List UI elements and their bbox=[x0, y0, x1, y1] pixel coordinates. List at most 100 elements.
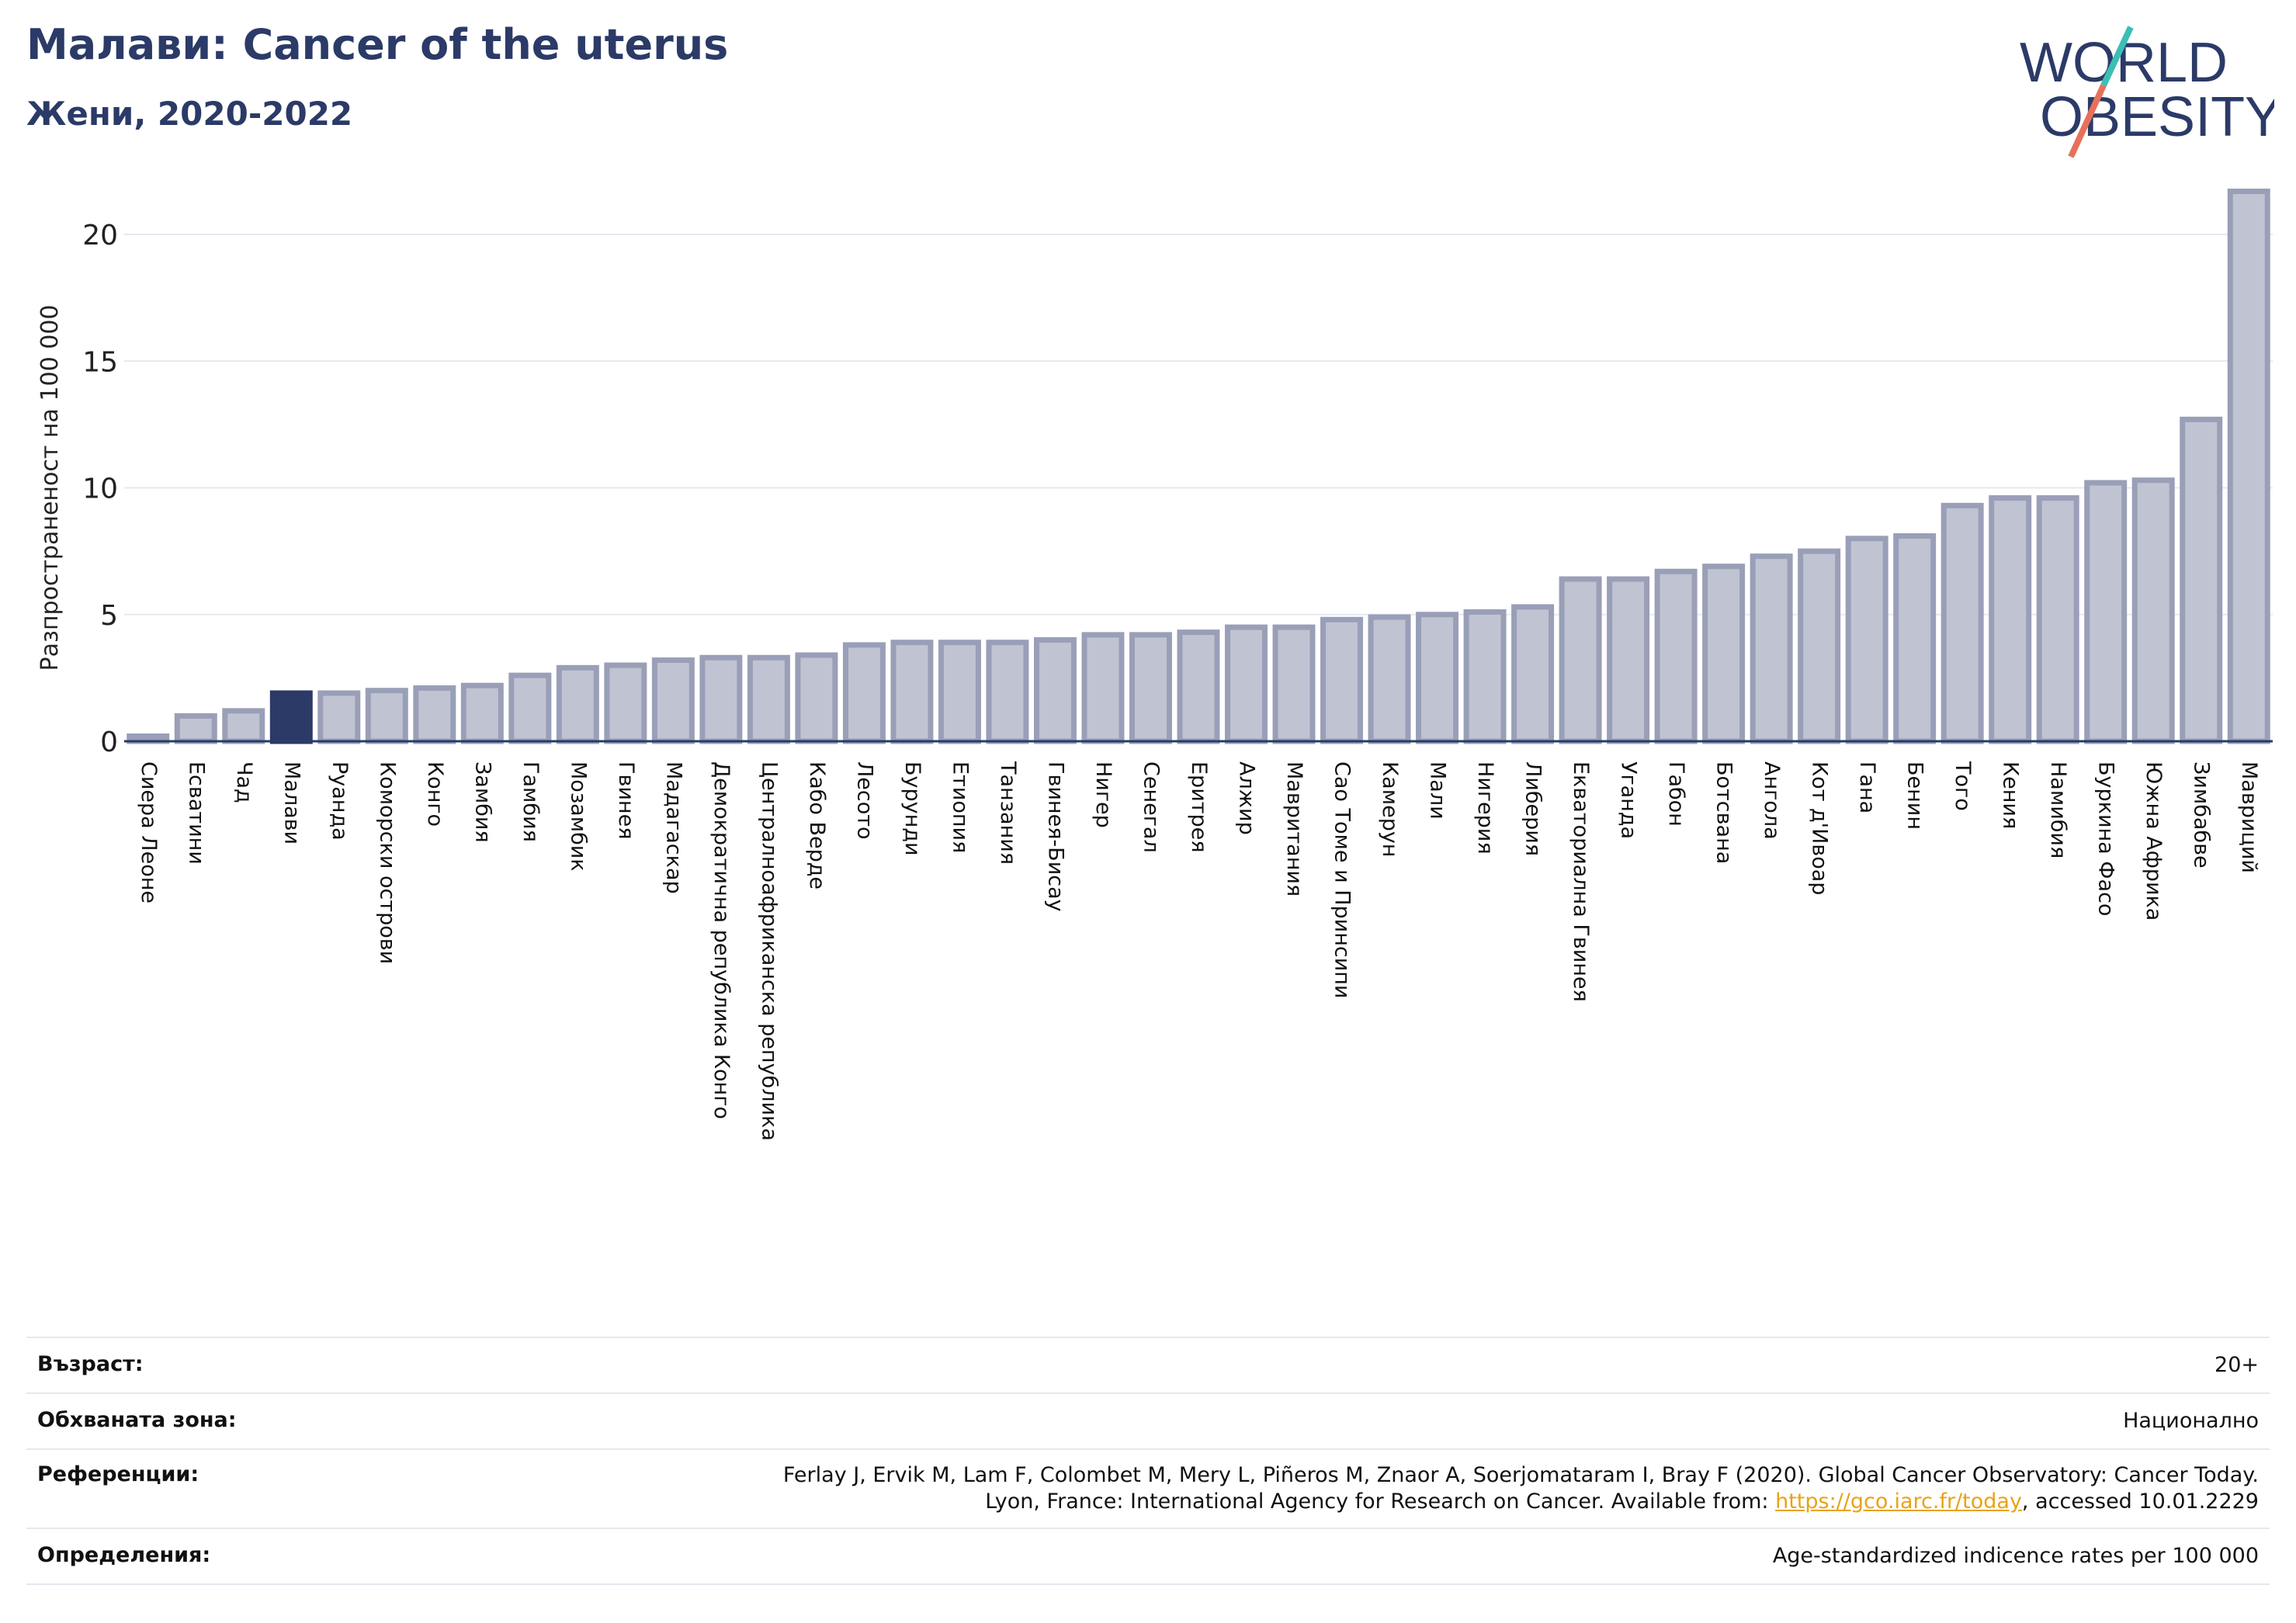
info-row-coverage: Обхваната зона: Национално bbox=[26, 1392, 2270, 1448]
bar-38 bbox=[1941, 502, 1984, 744]
x-tick-label: Сенегал bbox=[1139, 761, 1163, 853]
x-tick-label: Того bbox=[1951, 761, 1975, 811]
references-line-1: Ferlay J, Ervik M, Lam F, Colombet M, Me… bbox=[782, 1463, 2259, 1487]
bar-17 bbox=[938, 640, 981, 744]
y-axis-label: Разпространеност на 100 000 bbox=[36, 305, 64, 671]
bar-42 bbox=[2131, 477, 2175, 744]
coverage-value: Национално bbox=[2123, 1409, 2259, 1433]
references-link[interactable]: https://gco.iarc.fr/today bbox=[1775, 1489, 2022, 1514]
bar-20 bbox=[1081, 632, 1125, 744]
x-tick-label: Сиера Леоне bbox=[137, 761, 161, 903]
x-tick-label: Есватини bbox=[184, 761, 208, 865]
references-label: Референции: bbox=[37, 1462, 199, 1486]
bar-13 bbox=[747, 654, 790, 744]
chart-title: Малави: Cancer of the uterus bbox=[26, 20, 729, 69]
bar-39 bbox=[1989, 495, 2032, 744]
x-tick-label: Гамбия bbox=[519, 761, 543, 842]
bar-35 bbox=[1798, 548, 1841, 744]
x-tick-label: Алжир bbox=[1235, 761, 1259, 835]
x-tick-label: Либерия bbox=[1521, 761, 1545, 856]
bar-36 bbox=[1845, 536, 1888, 744]
bar-37 bbox=[1893, 533, 1937, 744]
y-tick-label: 0 bbox=[100, 727, 118, 758]
bar-1 bbox=[174, 713, 217, 744]
x-tick-label: Централноафриканска република bbox=[757, 761, 781, 1141]
x-tick-label: Мавриций bbox=[2237, 761, 2261, 873]
x-tick-label: Камерун bbox=[1378, 761, 1402, 857]
definitions-label: Определения: bbox=[37, 1543, 211, 1567]
x-tick-label: Екваториална Гвинея bbox=[1569, 761, 1593, 1002]
bar-14 bbox=[795, 652, 838, 744]
bar-6 bbox=[413, 685, 456, 744]
x-tick-label: Габон bbox=[1664, 761, 1688, 827]
x-tick-label: Мали bbox=[1426, 761, 1450, 820]
references-line-2: Lyon, France: International Agency for R… bbox=[783, 1489, 2259, 1515]
bar-27 bbox=[1416, 612, 1459, 744]
age-value: 20+ bbox=[2214, 1353, 2259, 1377]
bar-11 bbox=[651, 657, 695, 744]
x-tick-label: Малави bbox=[279, 761, 303, 844]
x-tick-label: Зимбабве bbox=[2190, 761, 2214, 869]
bar-18 bbox=[986, 640, 1029, 744]
bar-7 bbox=[460, 682, 504, 744]
x-tick-label: Чад bbox=[232, 761, 256, 803]
bar-33 bbox=[1702, 564, 1746, 744]
y-tick-label: 5 bbox=[100, 600, 118, 632]
coverage-label: Обхваната зона: bbox=[37, 1408, 237, 1432]
x-tick-label: Намибия bbox=[2046, 761, 2070, 858]
x-tick-label: Бенин bbox=[1903, 761, 1927, 830]
bar-41 bbox=[2084, 480, 2128, 744]
bar-40 bbox=[2036, 495, 2079, 744]
bar-25 bbox=[1320, 616, 1364, 744]
x-tick-label: Кабо Верде bbox=[805, 761, 829, 890]
bar-28 bbox=[1463, 609, 1507, 744]
references-value: Ferlay J, Ervik M, Lam F, Colombet M, Me… bbox=[783, 1462, 2259, 1515]
bar-23 bbox=[1225, 624, 1268, 744]
age-label: Възраст: bbox=[37, 1352, 144, 1376]
bar-15 bbox=[842, 642, 886, 744]
x-tick-label: Кот д'Ивоар bbox=[1808, 761, 1832, 895]
info-row-references: Референции: Ferlay J, Ervik M, Lam F, Co… bbox=[26, 1448, 2270, 1528]
x-tick-label: Гвинея-Бисау bbox=[1043, 761, 1067, 912]
bar-16 bbox=[890, 640, 934, 744]
bar-21 bbox=[1129, 632, 1172, 744]
x-tick-label: Ботсвана bbox=[1712, 761, 1736, 864]
x-tick-label: Буркина Фасо bbox=[2094, 761, 2118, 916]
x-tick-label: Лесото bbox=[852, 761, 876, 840]
bar-44 bbox=[2227, 188, 2270, 744]
bar-12 bbox=[699, 654, 743, 744]
bar-22 bbox=[1177, 629, 1220, 744]
bar-24 bbox=[1272, 624, 1316, 744]
x-tick-label: Гана bbox=[1855, 761, 1879, 813]
x-tick-label: Мавритания bbox=[1282, 761, 1306, 896]
x-tick-label: Еритрея bbox=[1187, 761, 1211, 852]
x-tick-label: Нигер bbox=[1091, 761, 1115, 828]
x-tick-label: Бурунди bbox=[900, 761, 924, 856]
x-tick-label: Южна Африка bbox=[2142, 761, 2166, 921]
y-tick-label: 10 bbox=[82, 473, 118, 505]
bar-31 bbox=[1607, 576, 1650, 744]
definitions-value: Age-standardized indicence rates per 100… bbox=[1772, 1544, 2259, 1568]
x-tick-label: Замбия bbox=[470, 761, 494, 843]
x-tick-label: Кения bbox=[1999, 761, 2023, 829]
x-tick-label: Ангола bbox=[1760, 761, 1784, 840]
x-tick-label: Нигерия bbox=[1473, 761, 1497, 855]
bar-34 bbox=[1750, 553, 1793, 744]
x-tick-label: Сао Томе и Принсипи bbox=[1330, 761, 1354, 998]
chart-subtitle: Жени, 2020-2022 bbox=[26, 95, 353, 133]
bar-8 bbox=[508, 672, 552, 744]
bar-3 bbox=[269, 690, 313, 744]
world-obesity-logo: WORLD OBESITY bbox=[2020, 26, 2274, 158]
bar-2 bbox=[222, 708, 265, 744]
x-tick-label: Мозамбик bbox=[566, 761, 590, 872]
info-table: Възраст: 20+ Обхваната зона: Национално … bbox=[26, 1337, 2270, 1585]
x-tick-label: Коморски острови bbox=[375, 761, 399, 964]
x-tick-label: Танзания bbox=[996, 761, 1020, 865]
x-tick-label: Уганда bbox=[1617, 761, 1641, 839]
bar-26 bbox=[1368, 614, 1411, 744]
references-line-2-prefix: Lyon, France: International Agency for R… bbox=[985, 1489, 1776, 1514]
bar-32 bbox=[1654, 568, 1698, 744]
bar-10 bbox=[604, 662, 647, 744]
bar-4 bbox=[317, 690, 361, 744]
bar-43 bbox=[2180, 416, 2223, 744]
